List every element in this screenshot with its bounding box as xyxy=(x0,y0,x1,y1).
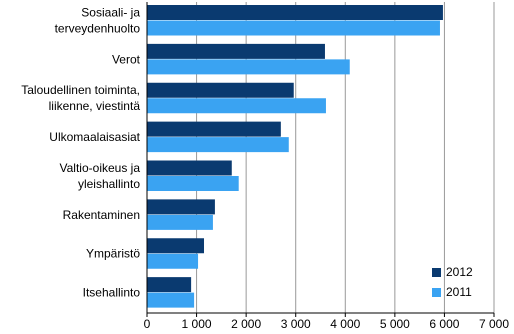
category-label: Rakentaminen xyxy=(63,208,140,222)
x-tick-label: 7 000 xyxy=(479,317,509,331)
bar xyxy=(147,82,294,98)
x-tick-label: 5 000 xyxy=(380,317,410,331)
bar xyxy=(147,199,215,215)
bar xyxy=(147,98,326,114)
x-tick-label: 0 xyxy=(144,317,151,331)
x-tick-label: 4 000 xyxy=(330,317,360,331)
category-label: Taloudellinen toiminta, liikenne, viestin… xyxy=(21,83,140,113)
x-tick-label: 6 000 xyxy=(429,317,459,331)
legend-label: 2012 xyxy=(446,265,473,279)
bar xyxy=(147,121,281,137)
bar xyxy=(147,238,205,254)
category-label: Ulkomaalaisasiat xyxy=(49,130,140,144)
bar xyxy=(147,5,443,20)
bar xyxy=(147,160,232,176)
bar xyxy=(147,292,195,308)
category-label: Ympäristö xyxy=(86,247,140,261)
x-tick-label: 3 000 xyxy=(281,317,311,331)
x-tick-label: 2 000 xyxy=(231,317,261,331)
bar xyxy=(147,137,289,153)
category-label: Verot xyxy=(112,52,141,66)
x-tick-label: 1 000 xyxy=(182,317,212,331)
category-label: Valtio-oikeus ja yleishallinto xyxy=(60,161,141,191)
legend-label: 2011 xyxy=(446,285,472,299)
bar xyxy=(147,20,440,36)
bar xyxy=(147,253,199,269)
bar xyxy=(147,43,325,59)
bar xyxy=(147,214,213,230)
legend-swatch xyxy=(432,268,441,277)
bar xyxy=(147,176,239,191)
legend-swatch xyxy=(432,288,441,297)
bar xyxy=(147,277,192,293)
category-label: Itsehallinto xyxy=(83,286,141,300)
bar xyxy=(147,59,350,75)
category-label: Sosiaali- ja terveydenhuolto xyxy=(55,6,141,36)
